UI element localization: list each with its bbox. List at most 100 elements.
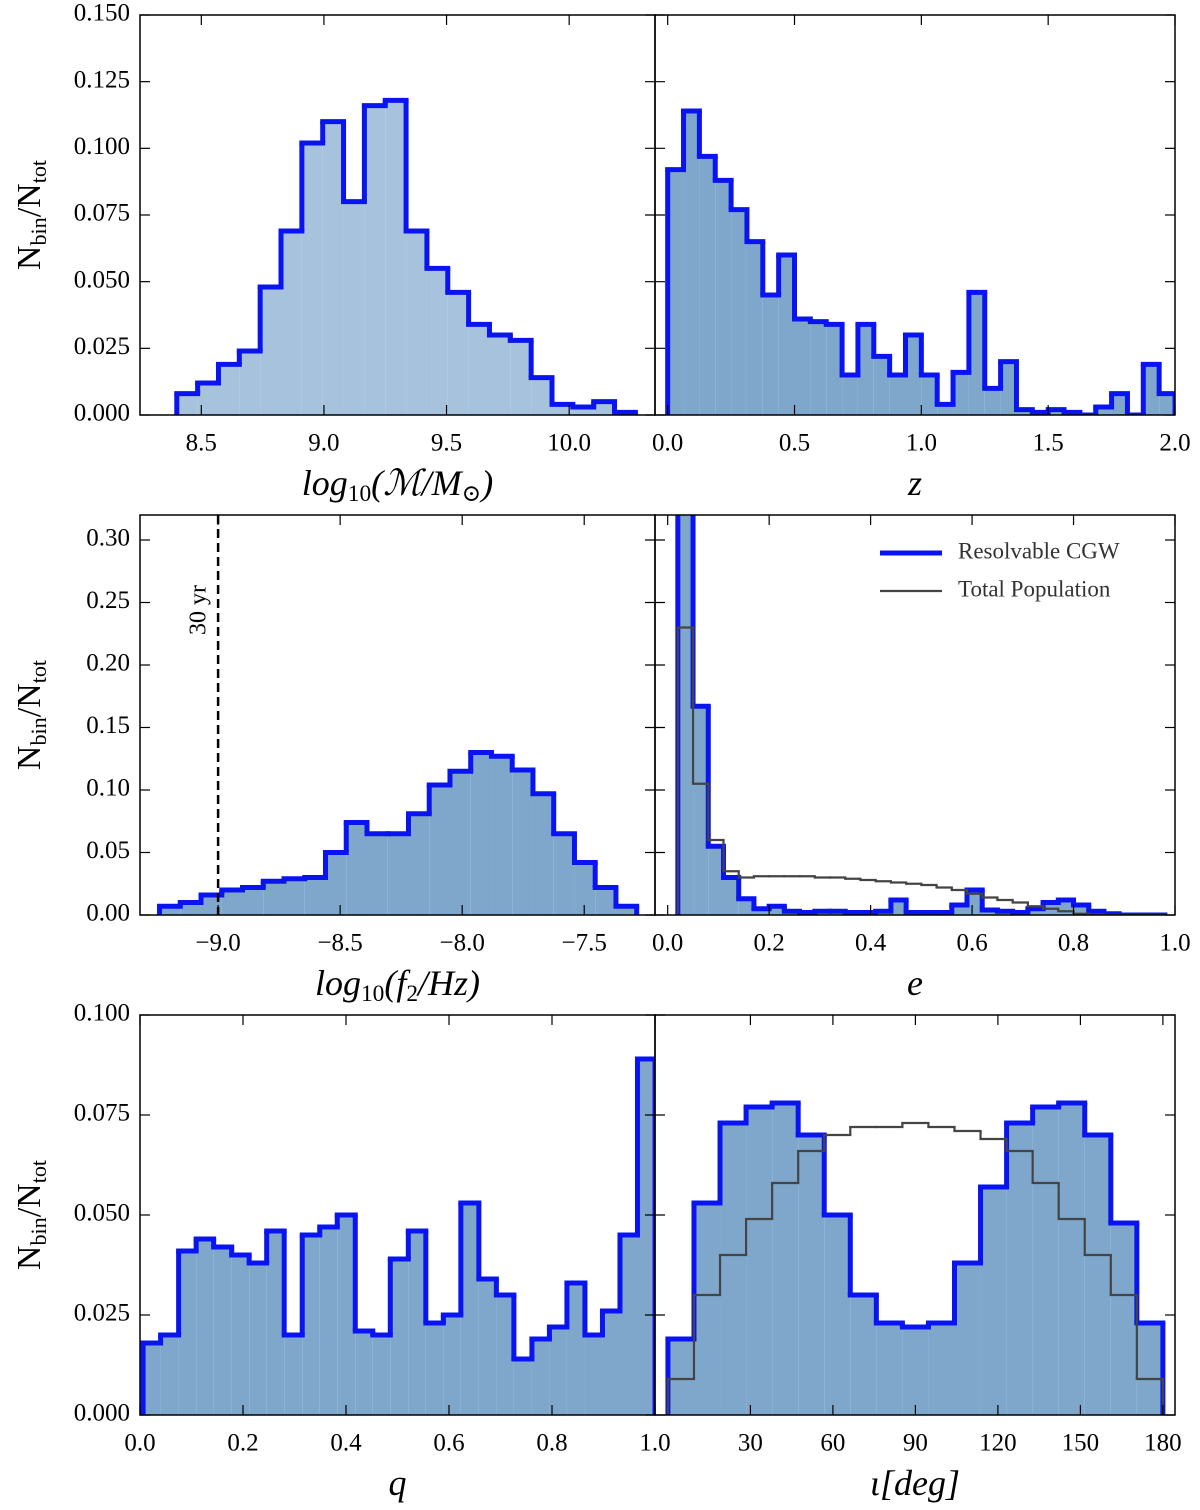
bar [372, 1335, 391, 1415]
x-tick-label: 1.0 [906, 430, 937, 457]
x-axis-label: log10(ℳ/M⊙) [302, 463, 494, 507]
bar [667, 169, 684, 415]
bar [731, 209, 747, 415]
bar [447, 292, 469, 415]
x-tick-label: 1.0 [639, 1430, 670, 1457]
y-axis-label: Nbin/Ntot [11, 159, 51, 270]
x-tick-label: 0.4 [855, 930, 887, 957]
bar [178, 1251, 197, 1415]
annotation: 30 yr [186, 585, 212, 635]
label-part: /N [11, 683, 48, 717]
bar [478, 1279, 497, 1415]
bar [593, 401, 615, 415]
bar [798, 1135, 825, 1415]
label-part: tot [26, 159, 51, 183]
plot-area [675, 515, 1168, 915]
bar [449, 771, 471, 915]
label-part: ) [479, 463, 493, 503]
label-part: tot [26, 659, 51, 683]
bar [902, 1327, 929, 1415]
bar [553, 833, 575, 915]
x-axis-label: z [907, 463, 922, 503]
bar [951, 905, 967, 915]
bar [572, 407, 594, 415]
bar [1110, 1223, 1137, 1415]
bar [491, 756, 513, 915]
bar [213, 1247, 232, 1415]
bar [510, 340, 532, 415]
label-part: (ℳ/M [371, 463, 463, 503]
x-tick-label: 60 [820, 1430, 845, 1457]
bar [762, 295, 779, 415]
bar [1000, 361, 1017, 415]
bar [429, 785, 450, 915]
bar [426, 268, 448, 415]
bar [319, 1227, 338, 1415]
bar [1159, 393, 1175, 415]
label-part: 2 [406, 981, 418, 1007]
plot-area [665, 1100, 1166, 1415]
bar [928, 1323, 955, 1415]
bar [699, 156, 716, 415]
bar [954, 1263, 981, 1415]
x-tick-label: 0.8 [536, 1430, 567, 1457]
bar [470, 752, 492, 915]
x-tick-label: 0.2 [754, 930, 785, 957]
y-tick-label: 0.050 [74, 1200, 130, 1227]
plot-area [140, 1056, 655, 1415]
y-tick-label: 0.10 [86, 775, 130, 802]
label-part: q [389, 1463, 407, 1503]
bar [346, 822, 367, 915]
bar [385, 100, 407, 415]
bar [715, 180, 732, 415]
y-tick-label: 0.15 [86, 712, 130, 739]
y-tick-label: 0.000 [74, 400, 130, 427]
bar [921, 375, 938, 415]
bar [322, 121, 344, 415]
bar [826, 324, 843, 415]
legend-text: Total Population [958, 576, 1111, 601]
bar [584, 1335, 603, 1415]
label-part: bin [26, 1217, 51, 1245]
y-tick-label: 0.150 [74, 0, 130, 27]
y-tick-label: 0.05 [86, 837, 130, 864]
x-tick-label: 180 [1144, 1430, 1182, 1457]
x-tick-label: 8.5 [186, 430, 217, 457]
bar [176, 393, 198, 415]
bar [619, 1235, 638, 1415]
bar [366, 833, 388, 915]
y-tick-label: 0.25 [86, 587, 130, 614]
y-tick-label: 0.125 [74, 66, 130, 93]
bar [778, 255, 795, 415]
label-part: 10 [348, 481, 371, 507]
label-part: bin [26, 717, 51, 745]
bar [197, 383, 219, 415]
bar [677, 515, 694, 915]
bar [769, 906, 785, 915]
bar [549, 1327, 567, 1415]
bar [1073, 905, 1089, 915]
x-tick-label: 0.0 [124, 1430, 155, 1457]
bar [1095, 407, 1112, 415]
y-tick-label: 0.025 [74, 333, 130, 360]
x-tick-label: 0.0 [652, 430, 683, 457]
bar [408, 813, 430, 915]
label-part: N [11, 1246, 48, 1271]
x-tick-label: −8.0 [440, 930, 485, 957]
y-tick-label: 0.050 [74, 266, 130, 293]
bar [967, 890, 983, 915]
bar [876, 1323, 903, 1415]
bar [355, 1331, 373, 1415]
bar [968, 292, 985, 415]
bar [180, 902, 202, 915]
label-part: log [302, 463, 348, 503]
y-tick-label: 0.100 [74, 133, 130, 160]
bar [595, 887, 616, 915]
bar [1016, 409, 1033, 415]
plot-area [665, 108, 1175, 415]
label-part: e [907, 963, 923, 1003]
bar [980, 1187, 1007, 1415]
x-tick-label: 0.4 [330, 1430, 362, 1457]
bar [281, 231, 302, 415]
bar [890, 900, 907, 915]
